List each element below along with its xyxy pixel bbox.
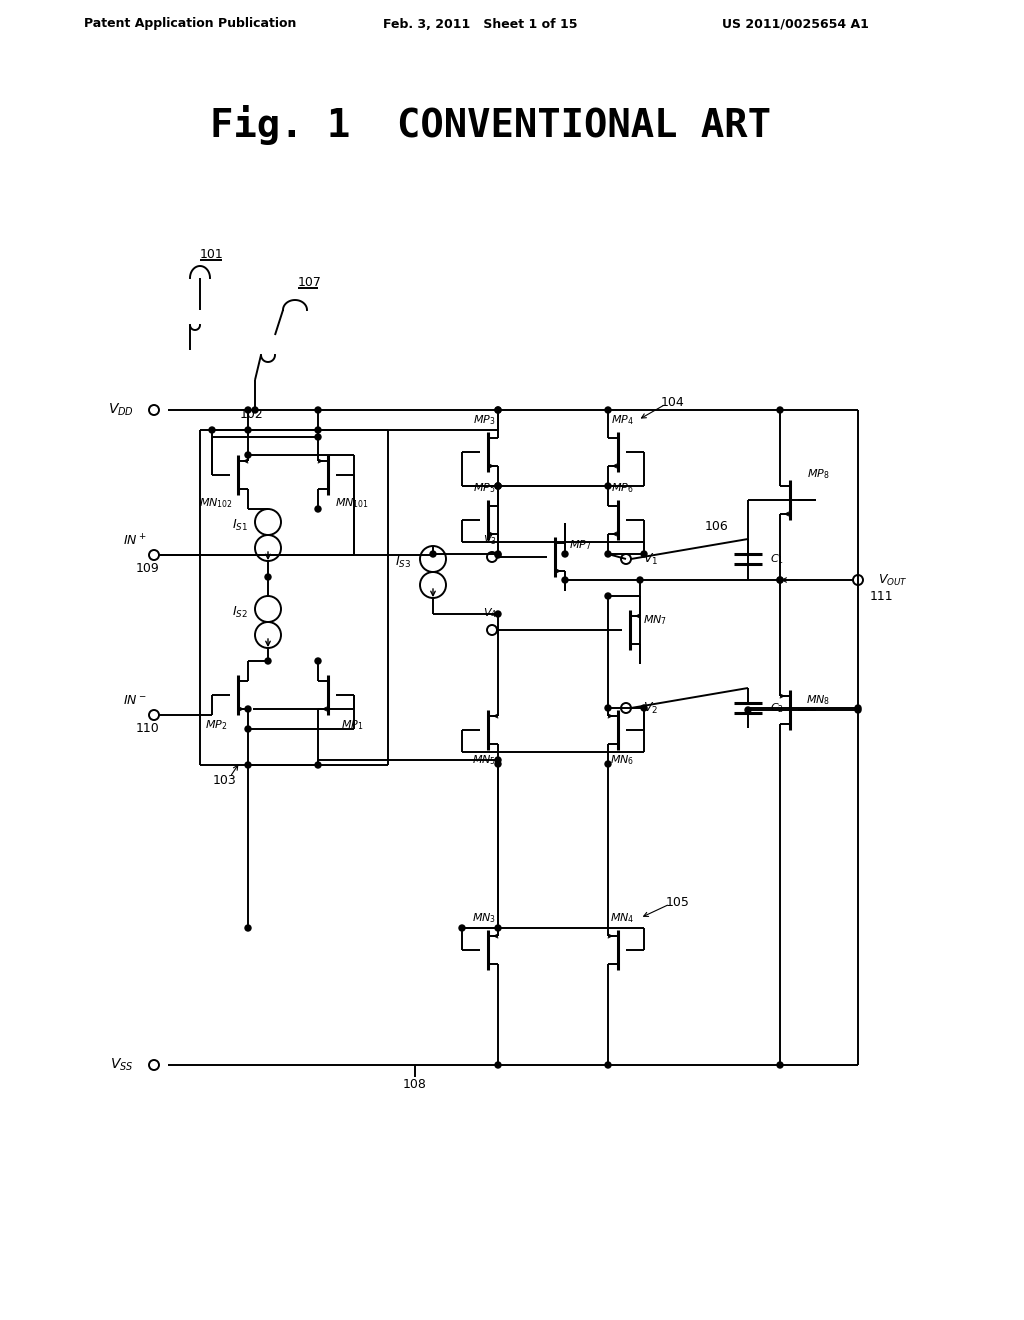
Circle shape	[495, 762, 501, 767]
Text: $C_2$: $C_2$	[770, 701, 784, 715]
Text: $MN_4$: $MN_4$	[609, 911, 634, 925]
Circle shape	[495, 407, 501, 413]
Text: Patent Application Publication: Patent Application Publication	[84, 17, 296, 30]
Text: $V_{OUT}$: $V_{OUT}$	[878, 573, 907, 587]
Circle shape	[245, 407, 251, 413]
Text: 101: 101	[200, 248, 224, 261]
Circle shape	[209, 426, 215, 433]
Circle shape	[495, 483, 501, 488]
Text: $MP_6$: $MP_6$	[610, 480, 633, 495]
Text: $I_{S1}$: $I_{S1}$	[232, 517, 248, 532]
Text: $V_1$: $V_1$	[643, 552, 658, 566]
Circle shape	[315, 657, 321, 664]
Circle shape	[495, 483, 501, 488]
Text: Feb. 3, 2011   Sheet 1 of 15: Feb. 3, 2011 Sheet 1 of 15	[383, 17, 578, 30]
Circle shape	[777, 407, 783, 413]
Circle shape	[245, 426, 251, 433]
Circle shape	[495, 1063, 501, 1068]
Circle shape	[562, 577, 568, 583]
Text: 109: 109	[136, 562, 160, 576]
Circle shape	[315, 426, 321, 433]
Text: $IN^-$: $IN^-$	[123, 694, 147, 708]
Circle shape	[265, 574, 271, 579]
Text: $MP_2$: $MP_2$	[205, 718, 227, 731]
Text: $MN_5$: $MN_5$	[472, 754, 496, 767]
Text: $MP_7$: $MP_7$	[568, 539, 591, 552]
Text: 108: 108	[403, 1078, 427, 1092]
Text: $V_3$: $V_3$	[483, 533, 497, 546]
Circle shape	[430, 550, 436, 557]
Text: 105: 105	[666, 895, 690, 908]
Circle shape	[495, 552, 501, 558]
Text: 103: 103	[213, 774, 237, 787]
Circle shape	[855, 705, 861, 711]
Text: 107: 107	[298, 276, 322, 289]
Circle shape	[605, 483, 611, 488]
Text: $MN_3$: $MN_3$	[472, 911, 496, 925]
Text: $MP_8$: $MP_8$	[807, 467, 829, 480]
Circle shape	[641, 705, 647, 711]
Circle shape	[495, 483, 501, 488]
Circle shape	[245, 726, 251, 733]
Circle shape	[315, 762, 321, 768]
Text: 110: 110	[136, 722, 160, 735]
Text: 106: 106	[705, 520, 729, 533]
Text: Fig. 1  CONVENTIONAL ART: Fig. 1 CONVENTIONAL ART	[210, 106, 770, 145]
Circle shape	[605, 705, 611, 711]
Text: $V_{DD}$: $V_{DD}$	[108, 401, 134, 418]
Text: $IN^+$: $IN^+$	[123, 533, 147, 549]
Circle shape	[495, 925, 501, 931]
Text: 111: 111	[870, 590, 894, 603]
Circle shape	[315, 434, 321, 440]
Circle shape	[777, 577, 783, 583]
Text: $V_4$: $V_4$	[483, 606, 497, 620]
Circle shape	[245, 762, 251, 768]
Circle shape	[605, 593, 611, 599]
Circle shape	[495, 550, 501, 557]
Text: $MP_4$: $MP_4$	[610, 413, 634, 426]
Text: $I_{S3}$: $I_{S3}$	[395, 554, 411, 569]
Text: $I_{S2}$: $I_{S2}$	[232, 605, 248, 619]
Circle shape	[245, 706, 251, 711]
Text: $MN_{101}$: $MN_{101}$	[335, 496, 369, 510]
Circle shape	[459, 925, 465, 931]
Circle shape	[605, 550, 611, 557]
Circle shape	[562, 550, 568, 557]
Circle shape	[245, 925, 251, 931]
Text: $MN_6$: $MN_6$	[610, 754, 634, 767]
Circle shape	[495, 407, 501, 413]
Circle shape	[605, 407, 611, 413]
Circle shape	[605, 762, 611, 767]
Circle shape	[495, 756, 501, 763]
Text: 104: 104	[662, 396, 685, 408]
Circle shape	[641, 550, 647, 557]
Text: $MN_8$: $MN_8$	[806, 693, 830, 708]
Circle shape	[777, 1063, 783, 1068]
Circle shape	[495, 611, 501, 616]
Text: $MP_1$: $MP_1$	[341, 718, 364, 731]
Text: 102: 102	[240, 408, 264, 421]
Text: $MN_7$: $MN_7$	[643, 612, 667, 627]
Circle shape	[315, 506, 321, 512]
Circle shape	[605, 1063, 611, 1068]
Circle shape	[245, 451, 251, 458]
Circle shape	[745, 708, 751, 713]
Circle shape	[265, 657, 271, 664]
Text: US 2011/0025654 A1: US 2011/0025654 A1	[722, 17, 868, 30]
Text: $MP_5$: $MP_5$	[473, 480, 496, 495]
Text: $V_2$: $V_2$	[643, 701, 658, 715]
Circle shape	[315, 407, 321, 413]
Circle shape	[855, 708, 861, 713]
Text: $MP_3$: $MP_3$	[473, 413, 496, 426]
Text: $V_{SS}$: $V_{SS}$	[111, 1057, 134, 1073]
Text: $C_1$: $C_1$	[770, 552, 784, 566]
Circle shape	[777, 577, 783, 583]
Circle shape	[252, 407, 258, 413]
Circle shape	[637, 577, 643, 583]
Text: $MN_{102}$: $MN_{102}$	[199, 496, 233, 510]
